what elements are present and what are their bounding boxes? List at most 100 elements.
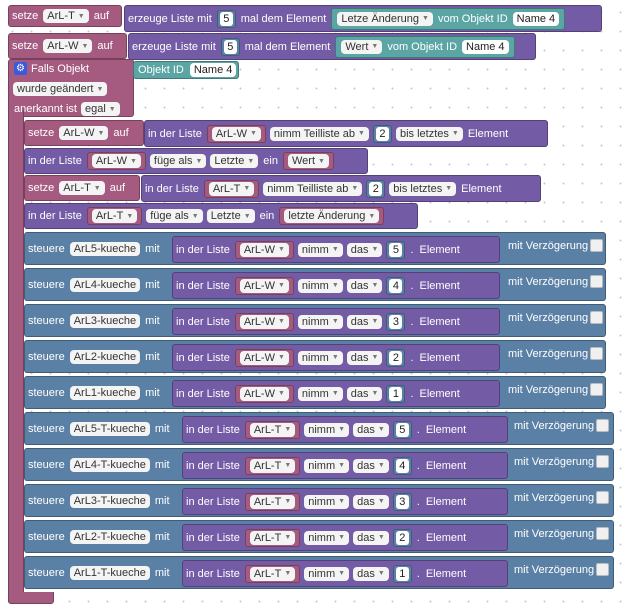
- object-id-field[interactable]: Name 4: [462, 39, 509, 54]
- create-list-block[interactable]: erzeuge Liste mit 5 mal dem Element Wert…: [128, 33, 536, 60]
- get-element-block[interactable]: in der Liste ArL-W ▼ nimm ▼ das ▼ 3 . Eleme…: [172, 308, 500, 335]
- get-element-block[interactable]: in der Liste ArL-W ▼ nimm ▼ das ▼ 1 . Eleme…: [172, 380, 500, 407]
- index-input[interactable]: 3: [395, 494, 409, 509]
- das-dropdown[interactable]: das ▼: [346, 350, 383, 365]
- insert-arl-w-block[interactable]: in der Liste ArL-W ▼ füge als ▼ Letzte ▼ ei…: [24, 148, 368, 174]
- count-input[interactable]: 5: [219, 11, 233, 26]
- list-dropdown[interactable]: ArL-T ▼: [249, 458, 296, 473]
- index-input[interactable]: 2: [395, 530, 409, 545]
- list-dropdown[interactable]: ArL-T ▼: [249, 530, 296, 545]
- list-var-block[interactable]: ArL-T ▼: [244, 528, 301, 547]
- target-dropdown[interactable]: ArL2-kueche: [69, 349, 141, 364]
- create-list-block[interactable]: erzeuge Liste mit 5 mal dem Element Letz…: [124, 5, 602, 32]
- list-var-block[interactable]: ArL-W ▼: [86, 152, 146, 170]
- index-input[interactable]: 3: [389, 314, 403, 329]
- nimm-dropdown[interactable]: nimm ▼: [297, 242, 343, 257]
- get-element-block[interactable]: in der Liste ArL-W ▼ nimm ▼ das ▼ 4 . Eleme…: [172, 272, 500, 299]
- das-dropdown[interactable]: das ▼: [346, 278, 383, 293]
- count-input[interactable]: 5: [223, 39, 237, 54]
- nimm-dropdown[interactable]: nimm ▼: [304, 458, 350, 473]
- target-dropdown[interactable]: ArL3-kueche: [69, 313, 141, 328]
- setze-arl-w-block[interactable]: setze ArL-W ▼ auf: [8, 33, 127, 59]
- variable-dropdown[interactable]: ArL-T ▼: [43, 9, 89, 23]
- index-input[interactable]: 2: [369, 181, 383, 196]
- variable-dropdown[interactable]: ArL-W ▼: [43, 39, 93, 53]
- list-var-block[interactable]: ArL-W ▼: [234, 384, 294, 403]
- das-dropdown[interactable]: das ▼: [353, 494, 389, 509]
- delay-checkbox[interactable]: [596, 527, 610, 540]
- list-dropdown[interactable]: ArL-W ▼: [239, 278, 289, 293]
- value-var-block[interactable]: Wert ▼: [282, 152, 334, 170]
- value-dropdown[interactable]: Wert ▼: [287, 154, 329, 168]
- delay-checkbox[interactable]: [596, 455, 610, 468]
- get-element-block[interactable]: in der Liste ArL-W ▼ nimm ▼ das ▼ 5 . Eleme…: [172, 236, 500, 263]
- position-dropdown[interactable]: Letzte ▼: [206, 209, 255, 223]
- value-var-block[interactable]: letzte Änderung ▼: [279, 207, 385, 225]
- list-dropdown[interactable]: ArL-T ▼: [249, 494, 296, 509]
- setze-arl-t-sublist-block[interactable]: setze ArL-T ▼ auf: [24, 175, 140, 201]
- setze-arl-t-block[interactable]: setze ArL-T ▼ auf: [8, 5, 122, 27]
- position-dropdown[interactable]: Letzte ▼: [210, 154, 259, 168]
- list-var-block[interactable]: ArL-T ▼: [244, 456, 301, 475]
- get-element-block[interactable]: in der Liste ArL-T ▼ nimm ▼ das ▼ 4 . Eleme…: [182, 452, 508, 479]
- attribute-dropdown[interactable]: Wert ▼: [341, 39, 383, 54]
- list-var-block[interactable]: ArL-W ▼: [206, 124, 266, 143]
- nimm-dropdown[interactable]: nimm ▼: [304, 494, 350, 509]
- index-input[interactable]: 1: [395, 566, 409, 581]
- list-dropdown[interactable]: ArL-W ▼: [239, 314, 289, 329]
- index-input[interactable]: 5: [395, 422, 409, 437]
- sublist-block[interactable]: in der Liste ArL-T ▼ nimm Teilliste ab ▼ 2…: [141, 175, 541, 202]
- object-id-field[interactable]: Name 4: [512, 11, 560, 26]
- object-value-block[interactable]: Letze Änderung ▼ vom Objekt ID Name 4: [331, 7, 566, 30]
- list-dropdown[interactable]: ArL-T ▼: [208, 181, 255, 196]
- mode-dropdown[interactable]: nimm Teilliste ab ▼: [269, 126, 369, 141]
- delay-checkbox[interactable]: [590, 275, 604, 288]
- das-dropdown[interactable]: das ▼: [346, 386, 383, 401]
- target-dropdown[interactable]: ArL5-kueche: [69, 241, 141, 256]
- nimm-dropdown[interactable]: nimm ▼: [297, 386, 343, 401]
- list-dropdown[interactable]: ArL-W ▼: [91, 154, 141, 168]
- list-var-block[interactable]: ArL-T ▼: [244, 420, 301, 439]
- change-dropdown[interactable]: wurde geändert ▼: [13, 82, 108, 96]
- nimm-dropdown[interactable]: nimm ▼: [304, 530, 350, 545]
- index-input[interactable]: 4: [395, 458, 409, 473]
- list-dropdown[interactable]: ArL-T ▼: [91, 209, 138, 223]
- list-dropdown[interactable]: ArL-W ▼: [211, 126, 261, 141]
- get-element-block[interactable]: in der Liste ArL-T ▼ nimm ▼ das ▼ 1 . Eleme…: [182, 560, 508, 587]
- list-var-block[interactable]: ArL-T ▼: [203, 179, 260, 198]
- delay-checkbox[interactable]: [596, 419, 610, 432]
- insert-arl-t-block[interactable]: in der Liste ArL-T ▼ füge als ▼ Letzte ▼ ei…: [24, 203, 418, 229]
- variable-dropdown[interactable]: ArL-T ▼: [59, 181, 105, 195]
- list-dropdown[interactable]: ArL-T ▼: [249, 566, 296, 581]
- attribute-dropdown[interactable]: Letze Änderung ▼: [337, 11, 433, 26]
- list-dropdown[interactable]: ArL-W ▼: [239, 350, 289, 365]
- das-dropdown[interactable]: das ▼: [353, 566, 389, 581]
- end-dropdown[interactable]: bis letztes ▼: [389, 181, 457, 196]
- get-element-block[interactable]: in der Liste ArL-T ▼ nimm ▼ das ▼ 5 . Eleme…: [182, 416, 508, 443]
- sublist-block[interactable]: in der Liste ArL-W ▼ nimm Teilliste ab ▼ 2…: [144, 120, 548, 147]
- list-var-block[interactable]: ArL-W ▼: [234, 348, 294, 367]
- das-dropdown[interactable]: das ▼: [353, 458, 389, 473]
- target-dropdown[interactable]: ArL5-T-kueche: [69, 421, 150, 436]
- das-dropdown[interactable]: das ▼: [346, 242, 383, 257]
- variable-dropdown[interactable]: ArL-W ▼: [59, 126, 109, 140]
- list-var-block[interactable]: ArL-W ▼: [234, 276, 294, 295]
- index-input[interactable]: 4: [389, 278, 403, 293]
- get-element-block[interactable]: in der Liste ArL-T ▼ nimm ▼ das ▼ 2 . Eleme…: [182, 524, 508, 551]
- target-dropdown[interactable]: ArL3-T-kueche: [69, 493, 150, 508]
- index-input[interactable]: 2: [375, 126, 389, 141]
- gear-icon[interactable]: ⚙: [14, 62, 27, 75]
- delay-checkbox[interactable]: [596, 563, 610, 576]
- trigger-object-block[interactable]: Objekt ID Name 4: [133, 61, 239, 79]
- nimm-dropdown[interactable]: nimm ▼: [304, 566, 350, 581]
- delay-checkbox[interactable]: [590, 347, 604, 360]
- delay-checkbox[interactable]: [590, 383, 604, 396]
- object-value-block[interactable]: Wert ▼ vom Objekt ID Name 4: [335, 35, 515, 58]
- nimm-dropdown[interactable]: nimm ▼: [297, 278, 343, 293]
- get-element-block[interactable]: in der Liste ArL-T ▼ nimm ▼ das ▼ 3 . Eleme…: [182, 488, 508, 515]
- index-input[interactable]: 1: [389, 386, 403, 401]
- insert-mode-dropdown[interactable]: füge als ▼: [149, 154, 207, 168]
- get-element-block[interactable]: in der Liste ArL-W ▼ nimm ▼ das ▼ 2 . Eleme…: [172, 344, 500, 371]
- setze-arl-w-sublist-block[interactable]: setze ArL-W ▼ auf: [24, 120, 144, 146]
- value-dropdown[interactable]: letzte Änderung ▼: [284, 209, 380, 223]
